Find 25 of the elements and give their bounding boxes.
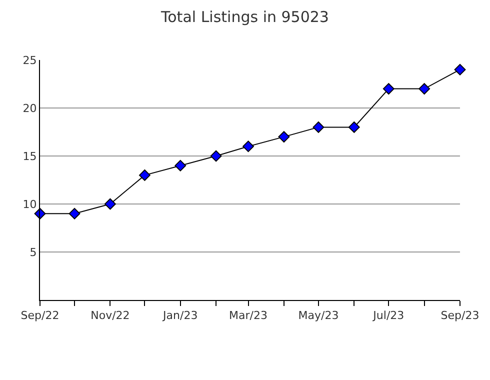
x-tick-label: Jul/23 (372, 309, 404, 322)
x-tick-label: Jan/23 (162, 309, 198, 322)
y-tick-label: 5 (30, 246, 37, 259)
point (104, 198, 116, 210)
point (348, 122, 360, 133)
point (210, 150, 222, 162)
point (242, 140, 254, 152)
point (139, 170, 150, 181)
chart-title: Total Listings in 95023 (160, 8, 329, 26)
x-tick-label: Sep/22 (20, 309, 60, 322)
x-tick-label: Sep/23 (440, 309, 480, 322)
point (454, 64, 466, 76)
x-tick-label: Mar/23 (229, 309, 268, 322)
y-tick-label: 20 (22, 102, 37, 115)
x-tick-label: May/23 (298, 309, 339, 322)
point (278, 131, 290, 142)
y-tick-label: 25 (22, 54, 37, 67)
y-tick-label: 10 (22, 198, 37, 211)
point (382, 83, 394, 94)
point (68, 208, 80, 220)
point (312, 122, 324, 133)
point (418, 83, 430, 94)
x-tick-label: Nov/22 (90, 309, 130, 322)
y-tick-label: 15 (22, 150, 37, 163)
point (174, 160, 186, 172)
